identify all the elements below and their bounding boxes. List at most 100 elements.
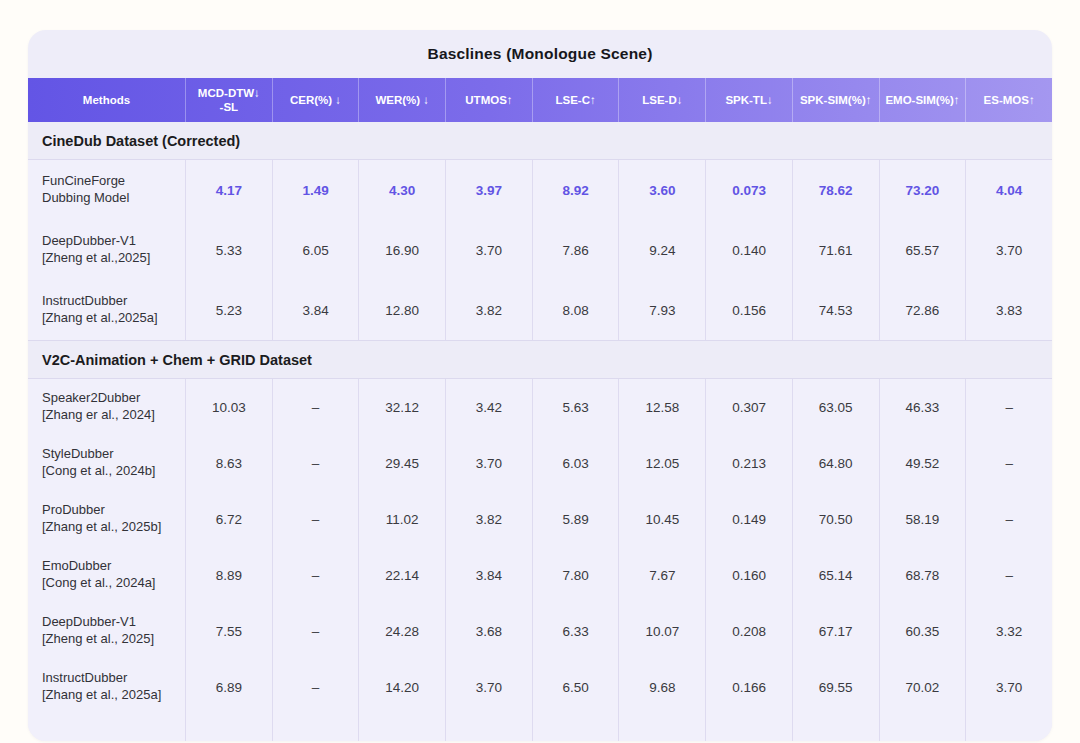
value-cell: 7.80 xyxy=(532,547,619,603)
metric-value: 12.05 xyxy=(645,456,679,471)
value-cell: 24.28 xyxy=(358,603,445,659)
value-cell: 7.67 xyxy=(618,547,705,603)
metric-value: 0.166 xyxy=(732,680,766,695)
value-cell: – xyxy=(272,435,359,491)
metric-value: 3.70 xyxy=(996,243,1022,258)
method-cell: StyleDubber[Cong et al., 2024b] xyxy=(28,435,185,491)
value-cell: 65.14 xyxy=(792,547,879,603)
method-cell: DeepDubber-V1[Zheng et al., 2025] xyxy=(28,603,185,659)
value-cell: – xyxy=(272,547,359,603)
metric-value: 4.17 xyxy=(216,183,242,198)
value-cell: – xyxy=(965,379,1052,435)
value-cell: 0.160 xyxy=(705,547,792,603)
metric-value: 29.45 xyxy=(385,456,419,471)
value-cell: 1.49 xyxy=(272,160,359,220)
value-cell: 73.20 xyxy=(879,160,966,220)
metric-value: 67.17 xyxy=(819,624,853,639)
value-cell: 3.70 xyxy=(445,435,532,491)
column-header-metric-4: UTMOS↑ xyxy=(445,78,532,122)
column-header-metric-10: ES-MOS↑ xyxy=(965,78,1052,122)
value-cell: 46.33 xyxy=(879,379,966,435)
value-cell: 58.19 xyxy=(879,491,966,547)
metric-value: 9.24 xyxy=(649,243,675,258)
method-cell: InstructDubber[Zhang et al., 2025a] xyxy=(28,659,185,715)
method-name-line1: FunCineForge xyxy=(42,173,129,190)
value-cell: 68.78 xyxy=(879,547,966,603)
value-cell: 65.57 xyxy=(879,220,966,280)
value-cell: 8.08 xyxy=(532,280,619,340)
metric-value: 3.42 xyxy=(476,400,502,415)
value-cell: 69.55 xyxy=(792,659,879,715)
value-cell: – xyxy=(272,491,359,547)
value-cell: 63.05 xyxy=(792,379,879,435)
metric-value: 46.33 xyxy=(906,400,940,415)
metric-value: 0.149 xyxy=(732,512,766,527)
table-header-row: MethodsMCD-DTW↓ -SLCER(%) ↓WER(%) ↓UTMOS… xyxy=(28,78,1052,122)
value-cell: 0.156 xyxy=(705,280,792,340)
value-cell: 8.63 xyxy=(185,435,272,491)
metric-value: 3.83 xyxy=(996,303,1022,318)
bottom-spacer-cell xyxy=(185,715,272,741)
method-cell: DeepDubber-V1[Zheng et al.,2025] xyxy=(28,220,185,280)
metric-value: 0.208 xyxy=(732,624,766,639)
metric-value: 0.213 xyxy=(732,456,766,471)
value-cell: 3.82 xyxy=(445,491,532,547)
metric-value: – xyxy=(312,512,320,527)
value-cell: 0.213 xyxy=(705,435,792,491)
metric-value: – xyxy=(312,400,320,415)
metric-value: 4.04 xyxy=(996,183,1022,198)
metric-value: 6.72 xyxy=(216,512,242,527)
value-cell: 60.35 xyxy=(879,603,966,659)
column-header-metric-6: LSE-D↓ xyxy=(618,78,705,122)
metric-value: 74.53 xyxy=(819,303,853,318)
method-name-line2: [Zhang et al.,2025a] xyxy=(42,310,158,327)
bottom-spacer-cell xyxy=(445,715,532,741)
value-cell: 3.32 xyxy=(965,603,1052,659)
metric-value: 7.55 xyxy=(216,624,242,639)
method-name-line1: ProDubber xyxy=(42,502,161,519)
method-name: StyleDubber[Cong et al., 2024b] xyxy=(42,446,155,480)
metric-value: 3.84 xyxy=(476,568,502,583)
metric-value: – xyxy=(312,680,320,695)
metric-value: 12.80 xyxy=(385,303,419,318)
metric-value: 6.89 xyxy=(216,680,242,695)
metric-value: 6.50 xyxy=(563,680,589,695)
value-cell: 10.07 xyxy=(618,603,705,659)
column-header-methods: Methods xyxy=(28,78,185,122)
value-cell: 3.84 xyxy=(272,280,359,340)
method-name-line2: [Zheng et al., 2025] xyxy=(42,631,154,648)
column-header-metric-5: LSE-C↑ xyxy=(532,78,619,122)
metric-value: 8.08 xyxy=(563,303,589,318)
value-cell: 70.02 xyxy=(879,659,966,715)
value-cell: 3.83 xyxy=(965,280,1052,340)
metric-value: 63.05 xyxy=(819,400,853,415)
value-cell: 4.30 xyxy=(358,160,445,220)
value-cell: 0.166 xyxy=(705,659,792,715)
metric-value: 68.78 xyxy=(906,568,940,583)
value-cell: 0.307 xyxy=(705,379,792,435)
metric-value: – xyxy=(312,456,320,471)
metric-value: – xyxy=(1005,568,1013,583)
metric-value: 5.63 xyxy=(563,400,589,415)
metric-value: 9.68 xyxy=(649,680,675,695)
value-cell: 12.80 xyxy=(358,280,445,340)
metric-value: 6.03 xyxy=(563,456,589,471)
method-name: FunCineForgeDubbing Model xyxy=(42,173,129,207)
metric-value: 7.93 xyxy=(649,303,675,318)
value-cell: 0.149 xyxy=(705,491,792,547)
section-header: V2C-Animation + Chem + GRID Dataset xyxy=(28,340,1052,379)
value-cell: 3.70 xyxy=(965,659,1052,715)
method-name: Speaker2Dubber[Zhang er al., 2024] xyxy=(42,390,155,424)
metric-value: 6.05 xyxy=(302,243,328,258)
value-cell: 5.63 xyxy=(532,379,619,435)
baselines-table-card: Basclines (Monologue Scene) MethodsMCD-D… xyxy=(28,30,1052,741)
metric-value: 3.97 xyxy=(476,183,502,198)
method-name: InstructDubber[Zhang et al.,2025a] xyxy=(42,293,158,327)
value-cell: 12.05 xyxy=(618,435,705,491)
value-cell: 71.61 xyxy=(792,220,879,280)
method-name: ProDubber[Zhang et al., 2025b] xyxy=(42,502,161,536)
value-cell: 6.03 xyxy=(532,435,619,491)
value-cell: – xyxy=(272,659,359,715)
metric-value: 71.61 xyxy=(819,243,853,258)
metric-value: 58.19 xyxy=(906,512,940,527)
